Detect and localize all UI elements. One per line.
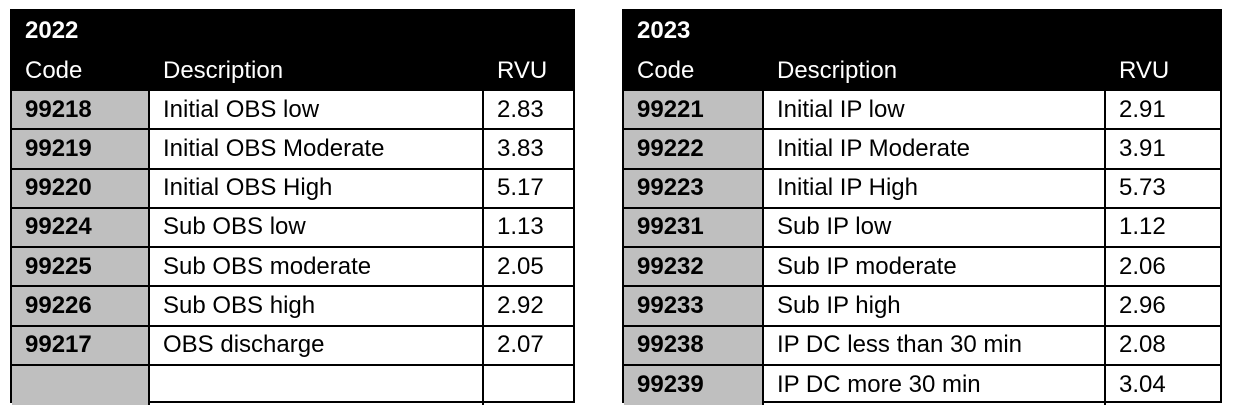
code-cell: 99218 [12,91,150,131]
rvu-cell: 3.91 [1106,130,1220,170]
description-cell: Initial IP low [764,91,1106,131]
description-cell: Initial OBS low [150,91,484,131]
code-cell: 99232 [624,248,764,288]
description-cell: Sub IP moderate [764,248,1106,288]
code-cell [12,365,150,405]
code-cell: 99239 [624,365,764,405]
code-cell: 99225 [12,248,150,288]
rvu-cell: 3.83 [484,130,573,170]
code-cell: 99231 [624,208,764,248]
rvu-cell: 2.92 [484,287,573,327]
description-cell: OBS discharge [150,326,484,366]
rvu-cell: 2.08 [1106,327,1220,366]
table: 2022 Code Description RVU 99218 Initial OBS l… [10,9,575,405]
description-cell: Initial IP High [764,169,1106,209]
code-cell: 99220 [12,169,150,209]
description-cell: IP DC less than 30 min [764,326,1106,366]
rvu-cell: 2.07 [484,327,573,366]
column-header: Description [150,51,484,91]
rvu-cell [484,366,573,405]
description-cell: Initial OBS High [150,169,484,209]
rvu-cell: 1.12 [1106,209,1220,248]
column-header: Code [624,51,764,91]
description-cell: Initial IP Moderate [764,130,1106,170]
code-cell: 99221 [624,91,764,131]
table: 2023 Code Description RVU 99221 Initial IP lo… [622,9,1222,405]
rvu-cell: 3.04 [1119,371,1166,399]
rvu-cell: 1.13 [484,209,573,248]
rvu-cell: 5.73 [1106,170,1220,209]
column-header: RVU [1106,51,1220,91]
code-cell: 99219 [12,130,150,170]
column-header: Description [764,51,1106,91]
description-cell: Sub OBS low [150,208,484,248]
code-cell: 99223 [624,169,764,209]
rvu-cell: 2.05 [484,248,573,288]
description-cell: Initial OBS Moderate [150,130,484,170]
code-cell: 99226 [12,287,150,327]
description-cell: IP DC more 30 min [764,365,1106,405]
description-cell: Sub IP low [764,208,1106,248]
code-cell: 99233 [624,287,764,327]
rvu-cell: 2.83 [484,91,573,131]
rvu-cell: 2.06 [1106,248,1220,288]
year-cell: 2022 [12,11,573,51]
rvu-cell: 2.91 [1106,91,1220,131]
year-cell: 2023 [624,11,1220,51]
column-header: Code [12,51,150,91]
description-cell: Sub OBS high [150,287,484,327]
code-cell: 99224 [12,208,150,248]
code-cell: 99238 [624,326,764,366]
code-cell: 99222 [624,130,764,170]
column-header: RVU [484,51,573,91]
description-cell: Sub IP high [764,287,1106,327]
description-cell: Sub OBS moderate [150,248,484,288]
code-cell: 99217 [12,326,150,366]
rvu-cell: 5.17 [484,170,573,209]
rvu-cell: 2.96 [1106,287,1220,327]
description-cell [150,365,484,405]
